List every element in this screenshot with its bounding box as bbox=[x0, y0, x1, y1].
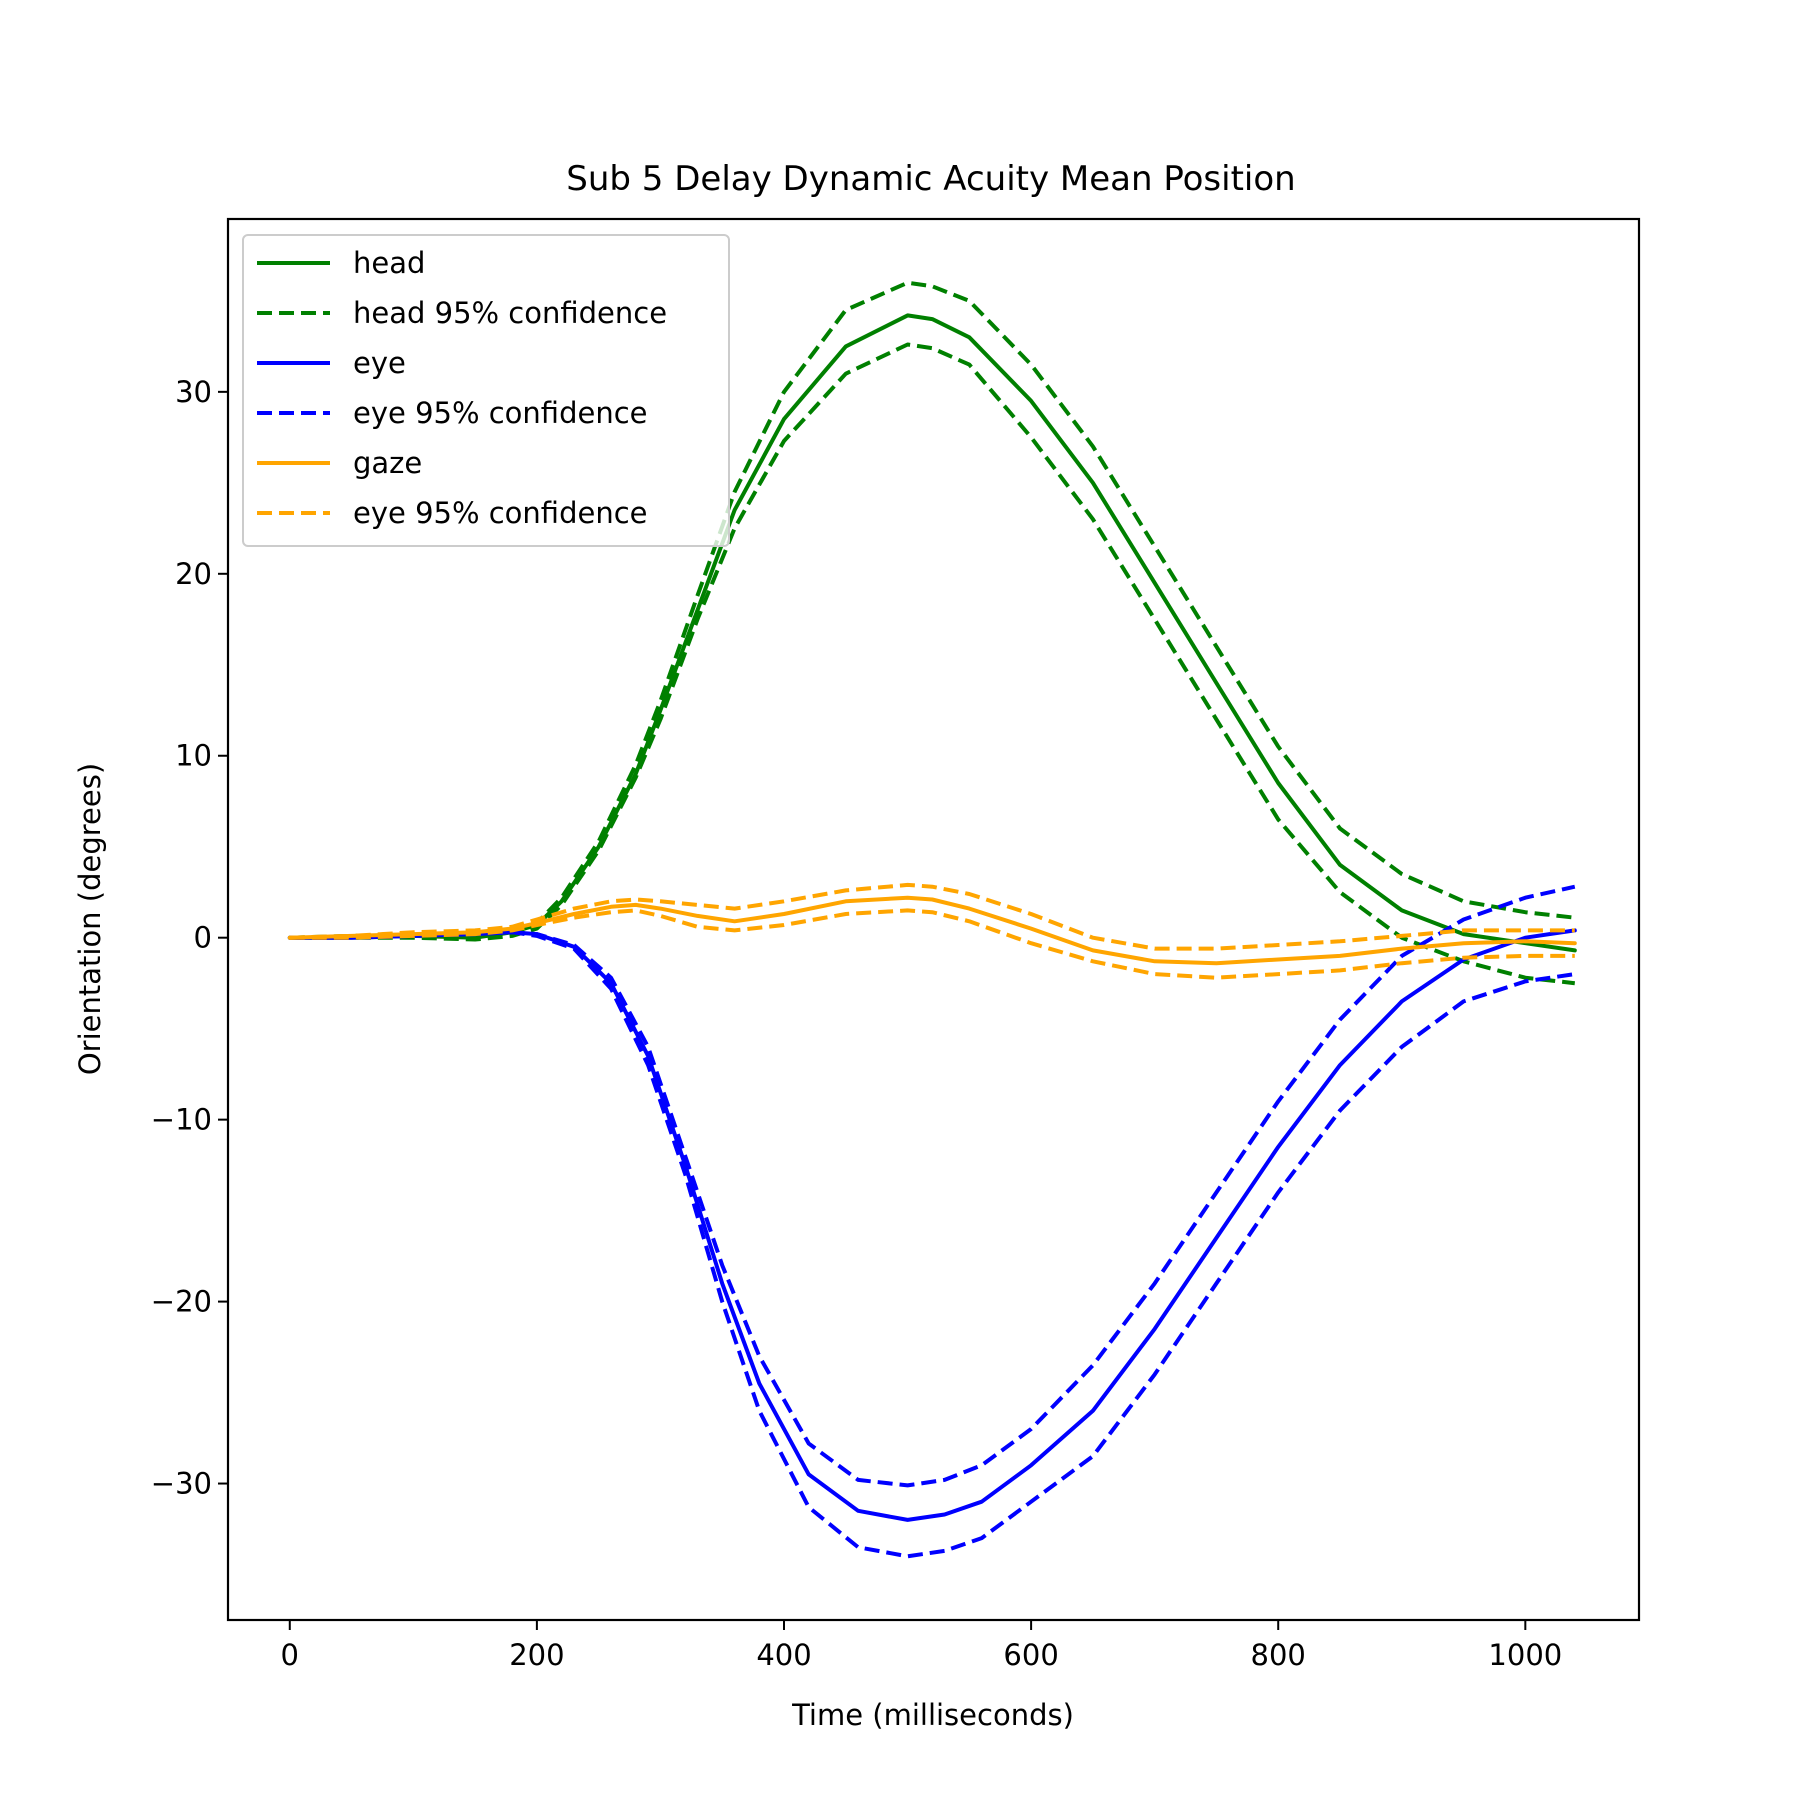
legend-label-1: head 95% confidence bbox=[353, 296, 667, 330]
series-line-5 bbox=[289, 930, 1576, 1559]
y-tick-label-2: −10 bbox=[151, 1103, 212, 1137]
series-line-8 bbox=[289, 908, 1575, 980]
legend-label-2: eye bbox=[353, 346, 406, 380]
y-axis-label: Orientation (degrees) bbox=[73, 763, 107, 1075]
y-tick-label-0: −30 bbox=[151, 1467, 212, 1501]
y-tick-label-5: 20 bbox=[175, 557, 212, 591]
x-tick-label-0: 0 bbox=[281, 1638, 299, 1672]
legend-label-3: eye 95% confidence bbox=[353, 396, 648, 430]
y-tick-label-6: 30 bbox=[175, 375, 212, 409]
series-line-7 bbox=[289, 882, 1575, 951]
x-tick-label-3: 600 bbox=[1003, 1638, 1058, 1672]
chart-title: Sub 5 Delay Dynamic Acuity Mean Position bbox=[566, 159, 1295, 199]
legend-label-5: eye 95% confidence bbox=[353, 496, 648, 530]
y-tick-label-1: −20 bbox=[151, 1285, 212, 1319]
tick-layer: 0 200 400 600 800 1000 −30 −20 −10 0 10 20 30 bbox=[151, 375, 1562, 1672]
x-axis-label: Time (milliseconds) bbox=[791, 1698, 1074, 1732]
legend-label-0: head bbox=[353, 246, 425, 280]
legend: head head 95% confidence eye eye 95% confid… bbox=[242, 234, 730, 547]
y-tick-label-4: 10 bbox=[175, 739, 212, 773]
legend-label-4: gaze bbox=[353, 446, 422, 480]
x-tick-label-5: 1000 bbox=[1488, 1638, 1562, 1672]
x-tick-label-2: 400 bbox=[756, 1638, 811, 1672]
plot-frame bbox=[226, 217, 1641, 1622]
x-tick-label-4: 800 bbox=[1251, 1638, 1306, 1672]
series-layer bbox=[287, 280, 1577, 1559]
x-tick-label-1: 200 bbox=[509, 1638, 564, 1672]
y-tick-label-3: 0 bbox=[194, 921, 212, 955]
legend-box bbox=[242, 234, 730, 547]
